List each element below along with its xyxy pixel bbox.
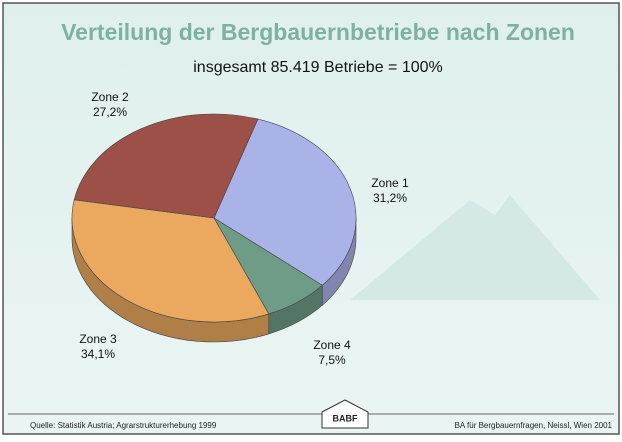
chart-title: Verteilung der Bergbauernbetriebe nach Z…: [61, 19, 575, 45]
slice-label: Zone 1: [371, 176, 409, 190]
value-label: 27,2%: [93, 105, 127, 119]
credit-note: BA für Bergbauernfragen, Neissl, Wien 20…: [455, 421, 613, 430]
chart-subtitle: insgesamt 85.419 Betriebe = 100%: [193, 59, 443, 76]
chart: Verteilung der Bergbauernbetriebe nach Z…: [0, 0, 622, 437]
value-label: 31,2%: [373, 191, 407, 205]
value-label: 7,5%: [318, 353, 346, 367]
slice-label: Zone 4: [313, 338, 351, 352]
slice-label: Zone 3: [79, 332, 117, 346]
slice-label: Zone 2: [91, 90, 129, 104]
source-note: Quelle: Statistik Austria; Agrarstruktur…: [30, 421, 217, 430]
value-label: 34,1%: [81, 347, 115, 361]
logo: BABF: [333, 413, 358, 423]
page: Verteilung der Bergbauernbetriebe nach Z…: [0, 0, 622, 442]
